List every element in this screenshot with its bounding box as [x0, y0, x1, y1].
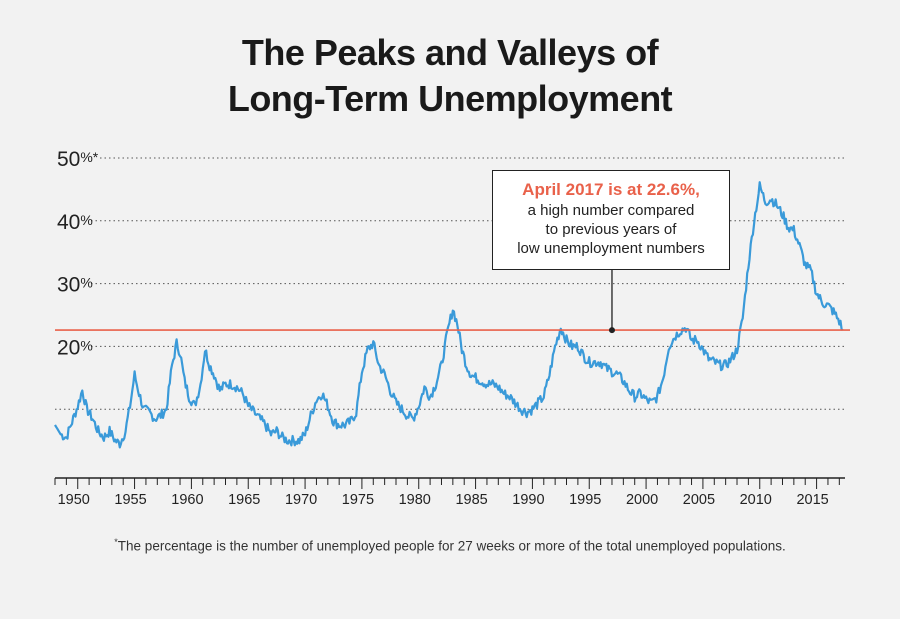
y-tick-label: 30% [57, 274, 93, 297]
y-tick-label: 50%* [57, 148, 99, 171]
x-tick-label-2005: 2005 [683, 492, 715, 508]
y-tick-background [52, 144, 98, 170]
series-line-long-term-unemployment [54, 181, 844, 449]
x-tick-label-1965: 1965 [228, 492, 260, 508]
callout-line-2: to previous years of [545, 221, 677, 238]
y-tick-background [52, 332, 89, 359]
chart-title: The Peaks and Valleys of Long-Term Unemp… [0, 30, 900, 122]
footnote-mark: * [114, 537, 118, 547]
x-tick-label-1985: 1985 [455, 492, 487, 508]
series-layer [54, 181, 844, 449]
x-tick-label-1980: 1980 [399, 492, 431, 508]
x-axis: 1950 1955 1960 1965 1970 1975 1980 1985 1990 1995… [54, 477, 845, 508]
x-tick-label-1975: 1975 [342, 492, 374, 508]
x-tick-label-1995: 1995 [569, 492, 601, 508]
y-tick-40: 40% [52, 206, 93, 234]
y-tick-50: 50%* [52, 144, 99, 171]
callout-line-1: a high number compared [527, 202, 695, 219]
x-tick-label-1960: 1960 [171, 492, 203, 508]
callout-highlight: April 2017 is at 22.6%, [522, 180, 700, 199]
x-tick-label-2010: 2010 [740, 492, 772, 508]
footnote: *The percentage is the number of unemplo… [0, 537, 900, 554]
chart-title-line-2: Long-Term Unemployment [227, 78, 673, 119]
callout-line-3: low unemployment numbers [517, 240, 705, 257]
footnote-text: The percentage is the number of unemploy… [117, 538, 786, 554]
x-tick-label-1955: 1955 [114, 492, 146, 508]
annotation-callout: April 2017 is at 22.6%, a high number co… [492, 170, 730, 270]
y-tick-label: 40% [57, 211, 93, 234]
y-tick-background [52, 206, 89, 233]
y-tick-20: 20% [52, 332, 93, 359]
x-tick-label-2015: 2015 [796, 492, 828, 508]
reference-layer [55, 270, 850, 334]
y-axis-ticks: 20% 30% 40% 50%* [52, 144, 99, 359]
y-tick-background [52, 269, 89, 296]
x-tick-label-1970: 1970 [285, 492, 317, 508]
x-tick-label-2000: 2000 [626, 492, 658, 508]
x-tick-label-1990: 1990 [512, 492, 544, 508]
y-tick-label: 20% [57, 336, 93, 359]
y-tick-30: 30% [52, 269, 93, 297]
x-tick-label-1950: 1950 [58, 492, 90, 508]
annotation-point [608, 327, 615, 334]
chart-title-line-1: The Peaks and Valleys of [241, 32, 659, 73]
